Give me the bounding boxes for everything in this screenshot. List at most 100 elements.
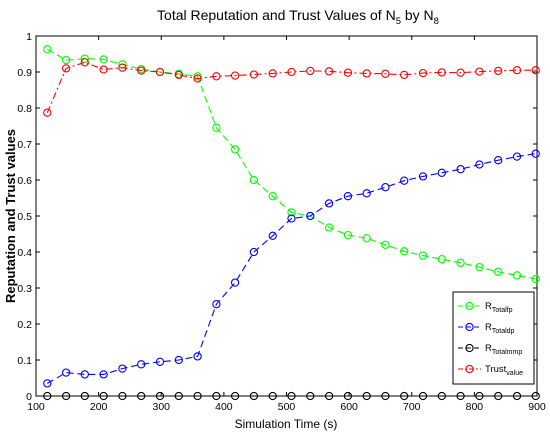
series-3-point [400, 70, 409, 80]
series-1-point [43, 379, 52, 388]
y-tick-label: 0.3 [17, 283, 32, 295]
series-2-point [343, 391, 353, 401]
title-sub-1: 5 [396, 16, 401, 27]
series-1-point [287, 214, 296, 223]
series-3-point [437, 68, 446, 77]
y-tick-label: 0.7 [17, 139, 32, 151]
series-2-point [512, 391, 522, 401]
series-1-point [118, 364, 127, 373]
series-3-point [381, 69, 390, 78]
series-3-point [174, 70, 183, 80]
legend-label-3: Trustvalue [485, 364, 523, 377]
series-2-point [400, 391, 409, 401]
series-2-point [287, 391, 296, 401]
series-0-point [268, 192, 277, 201]
x-tick-label: 200 [90, 401, 108, 413]
series-0-point [400, 247, 409, 256]
series-1-point [212, 300, 221, 309]
series-1-point [324, 199, 334, 208]
series-3-point [212, 72, 221, 81]
series-0-point [230, 145, 240, 154]
series-3-point [475, 67, 484, 76]
legend-name-3: Trust [485, 364, 507, 375]
legend-label-2: RTotalmmp [485, 343, 522, 356]
series-3-point [43, 108, 52, 117]
series-0-point [475, 262, 484, 272]
series-0-point [512, 271, 522, 280]
series-2-point [174, 391, 183, 401]
series-1-point [418, 172, 428, 181]
series-3-point [230, 71, 240, 80]
x-tick-label: 100 [27, 401, 45, 413]
y-axis-ticks: 0 0.1 0.2 0.3 0.4 0.5 0.6 0.7 0.8 0.9 1 [17, 31, 537, 403]
series-0-point [212, 123, 221, 132]
series-2-point [456, 391, 465, 401]
legend-name-sub-3: value [506, 370, 523, 377]
series-0-point [61, 55, 71, 65]
series-3-point [268, 69, 277, 78]
series-2-point [324, 391, 334, 401]
series-2-point [268, 391, 277, 401]
series-1-point [249, 247, 259, 257]
series-1-point [362, 189, 371, 198]
series-3-point [531, 66, 540, 75]
series-1-point [343, 192, 353, 201]
series-3-point [287, 67, 296, 77]
series-line-3 [46, 61, 536, 113]
series-2-point [99, 391, 108, 401]
series-0-point [531, 274, 540, 284]
series-2-point [494, 391, 503, 401]
series-3-point [418, 68, 428, 78]
x-tick-label: 800 [466, 401, 484, 413]
legend-label-1: RTotaldp [485, 322, 515, 335]
series-3-point [324, 67, 334, 76]
series-3-point [494, 66, 503, 76]
y-tick-label: 0.1 [17, 355, 32, 367]
y-tick-label: 0.2 [17, 319, 32, 331]
series-1-point [306, 211, 315, 221]
series-1-point [61, 368, 71, 377]
series-0-point [287, 208, 296, 217]
y-tick-label: 0.5 [17, 211, 32, 223]
series-0-point [99, 55, 108, 64]
series-3-point [61, 64, 71, 73]
chart-title: Total Reputation and Trust Values of N5 … [157, 7, 439, 27]
series-2-point [80, 391, 89, 401]
series-1-point [268, 231, 277, 240]
series-1-point [531, 149, 540, 158]
legend-name-2: R [485, 343, 492, 354]
series-2-point [306, 391, 315, 401]
series-3-point [456, 68, 465, 77]
series-1-point [437, 168, 446, 177]
legend-marker-1 [465, 322, 474, 332]
series-2-point [475, 391, 484, 401]
series-3-point [80, 58, 89, 67]
series-2-point [212, 391, 221, 401]
x-tick-label: 400 [215, 401, 233, 413]
series-2-point [437, 391, 446, 401]
series-2-point [193, 391, 202, 401]
series-2-point [155, 391, 165, 401]
series-2-point [61, 391, 71, 401]
title-text-1: Total Reputation and Trust Values of N [157, 7, 396, 23]
series-2-point [43, 391, 52, 401]
series-0-point [324, 223, 334, 232]
series-2-point [137, 391, 146, 401]
series-0-point [437, 255, 446, 264]
series-0-point [249, 175, 259, 185]
series-1-point [230, 278, 240, 287]
y-tick-label: 0.6 [17, 175, 32, 187]
series-0-point [343, 230, 353, 240]
series-3-point [155, 67, 165, 77]
series-1-point [137, 360, 146, 369]
series-0-point [418, 251, 428, 260]
series-3-point [249, 70, 259, 79]
series-layer [43, 45, 540, 401]
series-2-point [381, 391, 390, 401]
series-line-0 [47, 48, 536, 280]
series-1-point [174, 355, 183, 365]
x-tick-label: 700 [403, 401, 421, 413]
x-tick-label: 600 [340, 401, 358, 413]
